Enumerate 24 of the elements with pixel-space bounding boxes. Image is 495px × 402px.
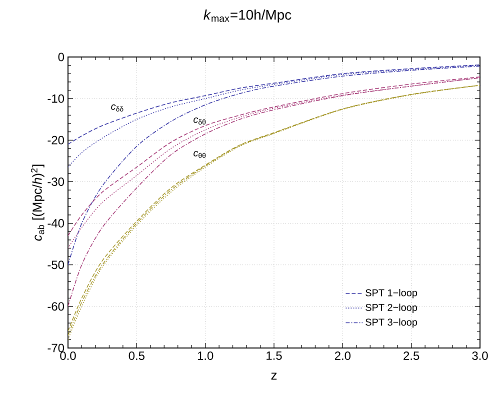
x-axis-title: z <box>271 372 277 380</box>
y-tick-label: -50 <box>48 260 64 270</box>
chart-title: k$_{max}$=10h/Mpc <box>204 10 292 23</box>
x-tick-label: 1.5 <box>266 352 282 360</box>
legend-label: SPT 1−loop <box>366 288 418 298</box>
y-tick-label: 0 <box>58 52 64 62</box>
legend-label: SPT 2−loop <box>366 304 418 313</box>
y-tick-label: -40 <box>48 219 64 228</box>
y-tick-label: -20 <box>48 136 64 144</box>
annotation: c$_{θθ}$ <box>194 150 206 158</box>
x-tick-label: 2.5 <box>404 352 420 360</box>
x-tick-label: 2.0 <box>334 352 351 360</box>
x-tick-label: 0.0 <box>60 352 76 360</box>
annotation: c$_{δθ}$ <box>194 117 206 125</box>
y-tick-label: -10 <box>48 94 64 103</box>
x-tick-label: 3.0 <box>472 352 488 360</box>
legend-label: SPT 3−loop <box>366 318 418 328</box>
x-tick-label: 0.5 <box>128 352 144 360</box>
y-tick-label: -30 <box>48 177 64 186</box>
y-axis-title: c$_{ab}$ [(Mpc/h)$^{2}$] <box>30 164 44 241</box>
x-tick-label: 1.0 <box>198 352 214 360</box>
y-tick-label: -60 <box>48 302 64 311</box>
y-tick-label: -70 <box>48 344 64 352</box>
annotation: c$_{δδ}$ <box>111 104 124 112</box>
